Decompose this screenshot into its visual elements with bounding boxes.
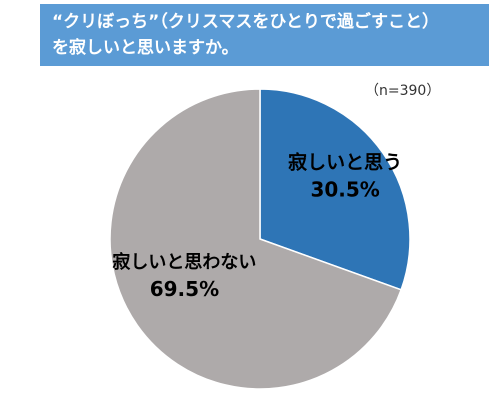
slice-value-label-2: 69.5% (150, 277, 219, 301)
slice-category-label-2: 寂しいと思わない (112, 251, 256, 273)
slice-category-label-1: 寂しいと思う (288, 151, 402, 174)
sample-size-note: （n=390） (365, 83, 441, 99)
pie-slice-1 (259, 88, 411, 291)
pie-slice-2 (109, 88, 403, 390)
chart-title-line-1: “クリぼっち”（クリスマスをひとりで過ごすこと） (52, 12, 439, 32)
chart-title-line-2: を寂しいと思いますか。 (52, 38, 239, 58)
slice-value-label-1: 30.5% (310, 178, 379, 202)
pie-labels: 寂しいと思う 30.5% 寂しいと思わない 69.5% (112, 151, 402, 302)
pie-slices (109, 88, 411, 390)
chart-title-banner: “クリぼっち”（クリスマスをひとりで過ごすこと） を寂しいと思いますか。 (40, 4, 489, 66)
